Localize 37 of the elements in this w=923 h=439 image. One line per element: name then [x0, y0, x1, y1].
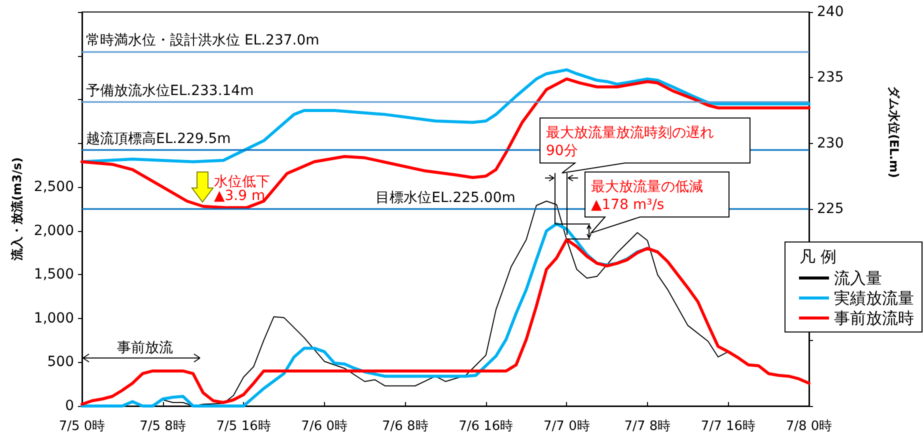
- legend-label: 流入量: [834, 268, 882, 288]
- ref-line-label: 目標水位EL.225.00m: [376, 190, 516, 206]
- x-tick-label: 7/6 16時: [458, 419, 514, 434]
- x-tick-label: 7/7 16時: [700, 419, 756, 434]
- legend-label: 実績放流量: [834, 288, 914, 308]
- x-tick-label: 7/5 0時: [58, 419, 106, 434]
- y2-tick-label: 235: [817, 70, 844, 86]
- y-axis-title: 流入・放流(m3/s): [10, 157, 24, 262]
- ref-line-label: 越流頂標高EL.229.5m: [86, 130, 231, 147]
- y2-tick-label: 225: [817, 201, 844, 217]
- legend-title: 凡 例: [799, 247, 837, 266]
- ref-line-label: 予備放流水位EL.233.14m: [86, 83, 254, 100]
- y-tick-label: 2,500: [34, 179, 74, 196]
- y2-tick-label: 230: [817, 135, 844, 152]
- y-tick-label: 500: [47, 354, 74, 370]
- annotation: 事前放流: [117, 340, 173, 356]
- x-tick-label: 7/6 0時: [301, 419, 348, 434]
- ref-line-label: 常時満水位・設計洪水位 EL.237.0m: [86, 32, 320, 48]
- x-tick-label: 7/7 8時: [624, 419, 671, 434]
- annotation: ▲3.9 m: [214, 188, 266, 204]
- annotation: 最大放流量放流時刻の遅れ: [546, 125, 714, 141]
- x-tick-label: 7/7 0時: [544, 419, 590, 434]
- legend-label: 事前放流時: [834, 308, 914, 328]
- y-tick-label: 1,000: [34, 310, 74, 326]
- y-tick-label: 1,500: [34, 266, 74, 283]
- annotation: 最大放流量の低減: [591, 179, 703, 195]
- y-tick-label: 2,000: [34, 222, 74, 239]
- y2-tick-label: 240: [817, 4, 844, 20]
- x-tick-label: 7/5 16時: [216, 419, 271, 434]
- y2-axis-title: ダム水位(EL.m): [887, 86, 901, 178]
- x-tick-label: 7/6 8時: [382, 419, 428, 434]
- x-tick-label: 7/8 0時: [786, 419, 832, 434]
- annotation: 90分: [546, 143, 578, 159]
- annotation: 水位低下: [214, 174, 270, 190]
- x-tick-label: 7/5 8時: [140, 419, 186, 434]
- y-tick-label: 0: [65, 398, 74, 414]
- annotation: ▲178 m³/s: [591, 197, 664, 213]
